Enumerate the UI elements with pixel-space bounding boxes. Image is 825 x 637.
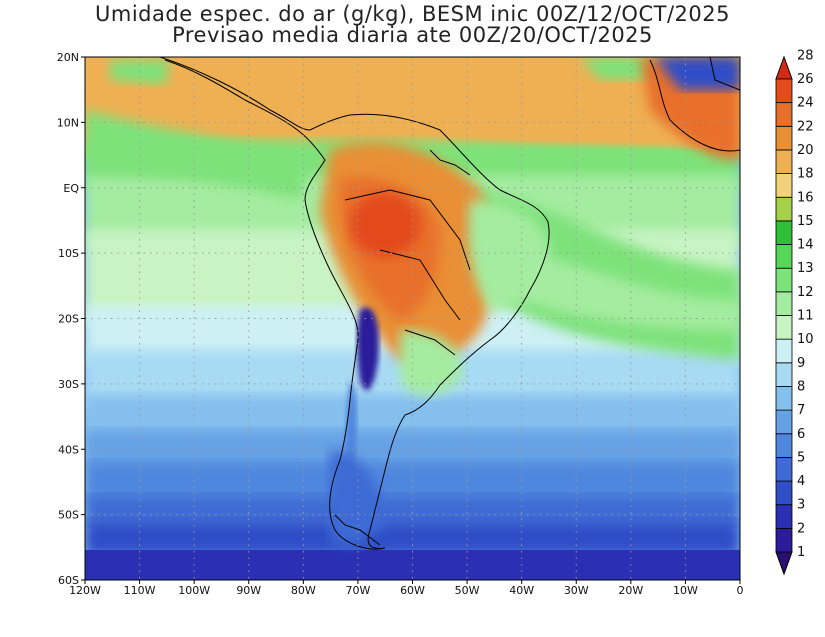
- colorbar-label: 9: [797, 356, 805, 371]
- colorbar-label: 14: [797, 238, 814, 253]
- longitude-axis: 120W 110W 100W 90W 80W 70W 60W 50W 40W 30W 20W 10W 0: [69, 580, 744, 597]
- colorbar-label: 28: [797, 48, 814, 63]
- colorbar-label: 2: [797, 521, 805, 536]
- colorbar-label: 13: [797, 261, 814, 276]
- lon-tick-label: 80W: [291, 584, 316, 597]
- colorbar-swatch: [775, 315, 793, 340]
- colorbar-label: 4: [797, 474, 805, 489]
- lat-tick-label: 20S: [58, 313, 79, 326]
- lon-tick-label: 0: [737, 584, 744, 597]
- colorbar-swatch: [775, 291, 793, 316]
- colorbar-label: 10: [797, 332, 814, 347]
- colorbar-label: 15: [797, 214, 814, 229]
- lon-tick-label: 100W: [178, 584, 210, 597]
- colorbar-label: 26: [797, 72, 814, 87]
- colorbar-label: 5: [797, 450, 805, 465]
- colorbar-swatch: [775, 220, 793, 245]
- colorbar-bottom-arrow: [775, 551, 793, 576]
- colorbar-swatch: [775, 102, 793, 127]
- lon-tick-label: 120W: [69, 584, 101, 597]
- lat-tick-label: EQ: [63, 182, 79, 195]
- colorbar-swatch: [775, 433, 793, 458]
- colorbar-top-arrow: [775, 55, 793, 80]
- latitude-axis: 20N 10N EQ 10S 20S 30S 40S 50S 60S: [57, 51, 85, 587]
- colorbar-label: 22: [797, 119, 814, 134]
- colorbar-swatch: [775, 244, 793, 269]
- lon-tick-label: 10W: [673, 584, 698, 597]
- colorbar-label: 7: [797, 403, 805, 418]
- title-line-1: Umidade espec. do ar (g/kg), BESM inic 0…: [95, 2, 730, 26]
- lat-tick-label: 10S: [58, 247, 79, 260]
- colorbar-swatch: [775, 173, 793, 198]
- title-line-2: Previsao media diaria ate 00Z/20/OCT/202…: [172, 23, 653, 47]
- colorbar-label: 16: [797, 190, 814, 205]
- colorbar-swatch: [775, 78, 793, 104]
- colorbar-label: 12: [797, 285, 814, 300]
- colorbar-swatch: [775, 409, 793, 435]
- colorbar-swatch: [775, 196, 793, 222]
- colorbar-swatch: [775, 149, 793, 174]
- colorbar-swatch: [775, 125, 793, 151]
- colorbar-label: 8: [797, 379, 805, 394]
- colorbar-swatch: [775, 362, 793, 387]
- colorbar-label: 20: [797, 143, 814, 158]
- lon-tick-label: 60W: [400, 584, 425, 597]
- colorbar-label: 3: [797, 498, 805, 513]
- colorbar-swatch: [775, 338, 793, 364]
- lat-tick-label: 50S: [58, 509, 79, 522]
- colorbar-swatch: [775, 480, 793, 506]
- colorbar-swatch: [775, 527, 793, 553]
- lon-tick-label: 40W: [509, 584, 534, 597]
- colorbar-label: 1: [797, 545, 805, 560]
- lat-tick-label: 40S: [58, 443, 79, 456]
- lon-tick-label: 30W: [564, 584, 589, 597]
- lon-tick-label: 50W: [455, 584, 480, 597]
- colorbar-swatch: [775, 267, 793, 293]
- colorbar-swatch: [775, 386, 793, 411]
- coastline: [159, 57, 740, 550]
- lat-tick-label: 10N: [57, 116, 79, 129]
- lat-tick-label: 60S: [58, 574, 79, 587]
- lon-tick-label: 90W: [236, 584, 261, 597]
- graticule: [85, 57, 740, 580]
- colorbar-swatch: [775, 504, 793, 529]
- lat-tick-label: 20N: [57, 51, 79, 64]
- lat-tick-label: 30S: [58, 378, 79, 391]
- lon-tick-label: 20W: [618, 584, 643, 597]
- colorbar-label: 6: [797, 427, 805, 442]
- lon-tick-label: 70W: [345, 584, 370, 597]
- colorbar-label: 24: [797, 96, 814, 111]
- colorbar-label: 11: [797, 309, 814, 324]
- colorbar-label: 18: [797, 167, 814, 182]
- lon-tick-label: 110W: [124, 584, 156, 597]
- colorbar-swatch: [775, 456, 793, 482]
